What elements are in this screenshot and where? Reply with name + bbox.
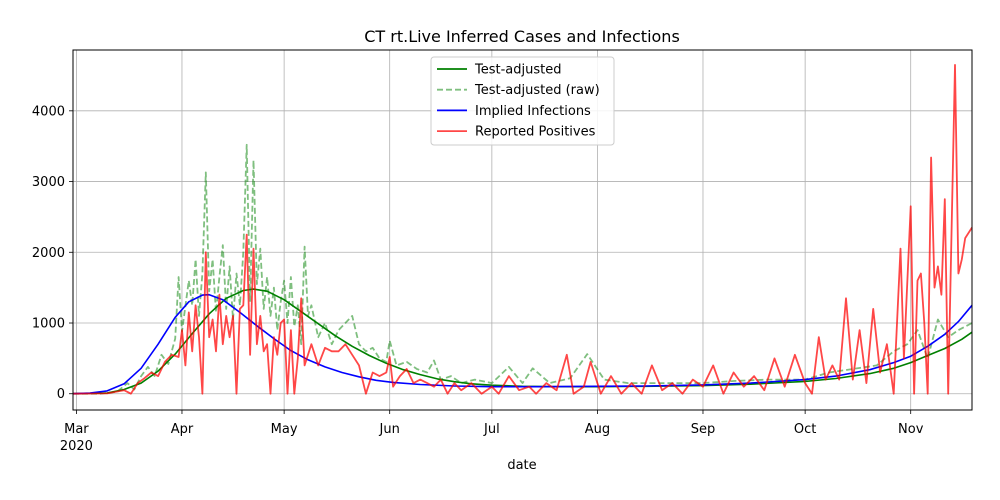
- x-tick-label: Jun: [379, 422, 400, 437]
- legend: Test-adjusted Test-adjusted (raw) Implied …: [430, 56, 615, 146]
- legend-box: [430, 56, 615, 146]
- x-tick-sublabel: 2020: [60, 439, 93, 454]
- legend-label: Implied Infections: [475, 104, 591, 119]
- y-tick-label: 2000: [32, 246, 65, 261]
- legend-label: Reported Positives: [475, 125, 596, 140]
- x-tick-label: Jul: [483, 422, 500, 437]
- legend-label: Test-adjusted: [474, 63, 561, 78]
- y-tick-label: 3000: [32, 175, 65, 190]
- x-tick-label: Apr: [171, 422, 194, 437]
- x-tick-label: Nov: [898, 422, 924, 437]
- y-tick-label: 4000: [32, 104, 65, 119]
- plot-frame: [72, 49, 973, 411]
- x-tick-label: Aug: [585, 422, 610, 437]
- x-axis: Mar 2020 Apr May Jun Jul Aug Sep Oct Nov: [60, 410, 924, 454]
- y-tick-label: 0: [57, 387, 65, 402]
- series-line-reported-positives: [72, 64, 973, 395]
- series-layer: [72, 64, 973, 395]
- x-tick-label: Sep: [691, 422, 716, 437]
- chart-title: CT rt.Live Inferred Cases and Infections: [364, 27, 680, 46]
- x-tick-label: Mar: [64, 422, 89, 437]
- series-line-test-adjusted-raw: [73, 143, 973, 395]
- x-tick-label: Oct: [794, 422, 816, 437]
- x-tick-label: May: [271, 422, 298, 437]
- y-axis: 0 1000 2000 3000 4000: [32, 104, 73, 402]
- y-tick-label: 1000: [32, 317, 65, 332]
- x-axis-label: date: [507, 458, 536, 473]
- legend-label: Test-adjusted (raw): [474, 83, 600, 98]
